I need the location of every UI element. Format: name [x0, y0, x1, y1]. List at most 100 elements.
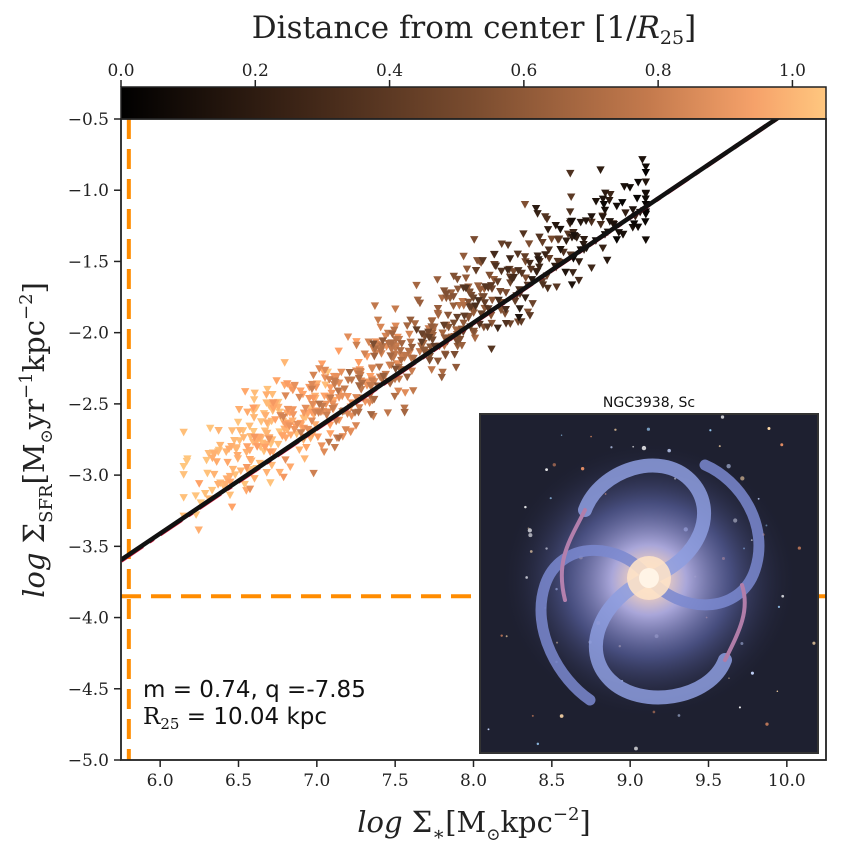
scatter-point — [453, 342, 462, 351]
scatter-point — [245, 485, 255, 494]
scatter-point — [210, 450, 219, 458]
scatter-point — [309, 469, 318, 478]
scatter-point — [252, 443, 262, 451]
colorbar-title-r: R — [636, 10, 660, 46]
colorbar — [120, 86, 827, 120]
scatter-point — [279, 413, 288, 422]
scatter-point — [200, 490, 210, 498]
x-tick-label: 6.0 — [147, 771, 174, 791]
scatter-point — [271, 416, 280, 424]
scatter-point — [543, 226, 553, 234]
star — [531, 714, 534, 717]
scatter-point — [317, 442, 326, 450]
scatter-point — [403, 373, 412, 382]
scatter-point — [469, 294, 478, 303]
scatter-point — [387, 361, 396, 370]
scatter-point — [296, 429, 305, 437]
scatter-point — [210, 470, 219, 479]
scatter-point — [520, 253, 530, 261]
scatter-point — [191, 492, 200, 500]
scatter-point — [390, 392, 399, 401]
scatter-point — [449, 272, 459, 281]
y-tick-label: −2.5 — [68, 395, 109, 415]
star — [505, 635, 508, 638]
scatter-point — [598, 244, 608, 253]
scatter-point — [609, 221, 619, 229]
scatter-point — [488, 296, 497, 305]
scatter-point — [196, 499, 205, 507]
star — [590, 435, 592, 438]
colorbar-tick-label: 0.2 — [242, 61, 269, 81]
scatter-point — [562, 237, 571, 246]
scatter-point — [262, 429, 272, 438]
scatter-point — [346, 428, 355, 437]
scatter-point — [543, 284, 552, 293]
scatter-point — [182, 457, 192, 466]
scatter-point — [343, 393, 352, 401]
scatter-point — [288, 417, 297, 426]
inset-title: NGC3938, Sc — [603, 395, 695, 411]
scatter-point — [439, 321, 449, 330]
scatter-point — [568, 269, 578, 277]
x-tick-label: 7.0 — [303, 771, 330, 791]
scatter-point — [245, 422, 254, 431]
scatter-point — [591, 197, 601, 206]
scatter-point — [625, 184, 635, 192]
scatter-point — [452, 338, 462, 346]
x-tick-label: 8.5 — [538, 771, 565, 791]
scatter-point — [387, 339, 397, 348]
scatter-point — [524, 240, 534, 248]
scatter-point — [378, 343, 387, 351]
scatter-point — [407, 367, 417, 376]
scatter-point — [213, 481, 223, 489]
scatter-point — [216, 441, 225, 450]
scatter-point — [471, 302, 480, 311]
star — [614, 428, 617, 431]
scatter-point — [233, 455, 243, 463]
scatter-point — [330, 381, 339, 389]
scatter-point — [477, 310, 486, 318]
scatter-point — [600, 206, 610, 215]
scatter-point — [407, 343, 417, 352]
scatter-point — [373, 316, 383, 325]
scatter-point — [286, 463, 295, 472]
scatter-point — [243, 408, 252, 417]
scatter-point — [565, 208, 575, 216]
star — [560, 434, 563, 436]
scatter-point — [527, 276, 537, 284]
scatter-point — [442, 290, 451, 298]
r25-value: = 10.04 kpc — [179, 704, 327, 730]
scatter-point — [387, 345, 396, 354]
scatter-point — [509, 268, 518, 276]
scatter-point — [378, 337, 387, 345]
y-title-sigma: Σ — [17, 523, 51, 553]
scatter-point — [179, 494, 188, 502]
scatter-point — [266, 448, 275, 457]
scatter-point — [453, 285, 463, 294]
scatter-point — [576, 218, 585, 227]
scatter-point — [317, 360, 327, 369]
x-title-exp: −2 — [553, 804, 580, 825]
x-title-log: log — [357, 805, 402, 839]
scatter-point — [459, 319, 468, 328]
scatter-point — [179, 428, 188, 437]
scatter-point — [179, 471, 188, 479]
scatter-point — [262, 419, 272, 427]
scatter-point — [293, 420, 302, 429]
y-title-exp2: −2 — [16, 293, 37, 320]
scatter-point — [464, 298, 473, 307]
scatter-point — [485, 271, 494, 280]
scatter-point — [367, 377, 377, 385]
x-tick-label: 8.0 — [460, 771, 487, 791]
scatter-point — [345, 368, 354, 377]
scatter-point — [370, 345, 380, 353]
x-title-kpc: kpc — [500, 805, 552, 839]
colorbar-tick-label: 0.0 — [107, 61, 134, 81]
scatter-point — [260, 443, 270, 452]
scatter-point — [444, 323, 453, 332]
colorbar-tick-label: 0.8 — [645, 61, 672, 81]
scatter-point — [232, 444, 241, 452]
scatter-point — [394, 387, 403, 396]
scatter-point — [513, 250, 522, 259]
scatter-point — [338, 392, 347, 401]
